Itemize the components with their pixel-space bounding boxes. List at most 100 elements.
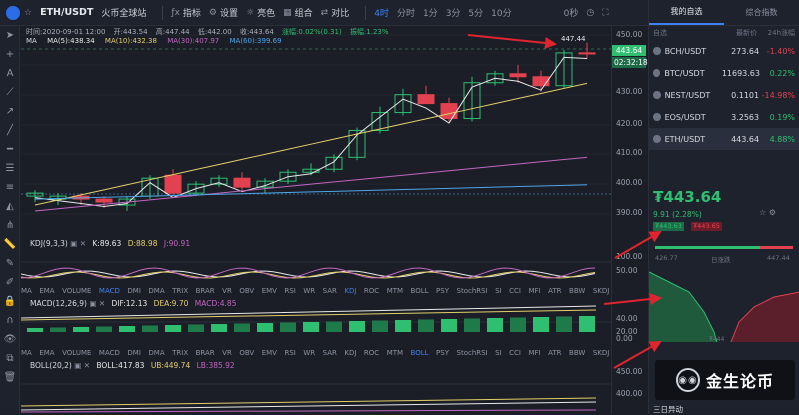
pen-icon[interactable]: ✐ (5, 277, 15, 288)
indicator-tab[interactable]: ROC (363, 287, 380, 295)
eye-icon[interactable]: 👁 (3, 334, 17, 345)
settings-button[interactable]: ⚙ 设置 (208, 7, 239, 20)
line-tool-icon[interactable]: ⟋ (6, 87, 14, 98)
indicator-tab[interactable]: SI (495, 349, 502, 357)
indicator-tab[interactable]: CCI (509, 287, 521, 295)
watchlist-row[interactable]: NEST/USDT 0.1101 -14.98% (649, 84, 799, 106)
indicator-tab[interactable]: BRAR (195, 349, 215, 357)
indicator-tab[interactable]: SAR (322, 349, 337, 357)
indicator-tab[interactable]: MACD (98, 287, 120, 295)
indicator-tab[interactable]: BBW (569, 349, 586, 357)
tab-composite-index[interactable]: 综合指数 (745, 8, 778, 17)
watchlist-row[interactable]: BTC/USDT 11693.63 0.22% (649, 62, 799, 84)
crosshair-icon[interactable]: + (5, 49, 15, 60)
indicator-tab[interactable]: RSI (284, 349, 296, 357)
indicator-tab[interactable]: BOLL (410, 287, 429, 295)
time-mode[interactable]: 0秒 (563, 9, 579, 19)
indicator-tab[interactable]: BRAR (195, 287, 215, 295)
indicator-button[interactable]: ƒx 指标 (171, 7, 201, 20)
interval-3m[interactable]: 3分 (445, 9, 461, 19)
indicator-tab[interactable]: KDJ (344, 287, 357, 295)
indicator-tab[interactable]: SKDJ (592, 287, 610, 295)
indicator-tab[interactable]: VR (222, 287, 232, 295)
indicator-tab[interactable]: PSY (436, 349, 449, 357)
indicator-tab[interactable]: TRIX (172, 349, 189, 357)
brush-icon[interactable]: ✎ (5, 258, 15, 269)
boll-label[interactable]: BOLL(20,2) (30, 361, 72, 370)
magnet-icon[interactable]: ∩ (6, 315, 14, 326)
ray-tool-icon[interactable]: ↗ (5, 106, 15, 117)
indicator-tab[interactable]: ATR (548, 349, 562, 357)
indicator-tab[interactable]: TRIX (172, 287, 189, 295)
parallel-channel-icon[interactable]: ☰ (5, 163, 15, 174)
tab-my-watchlist[interactable]: 我的自选 (649, 0, 724, 25)
interval-1m[interactable]: 1分 (422, 9, 438, 19)
kdj-label[interactable]: KDJ(9,3,3) (30, 239, 68, 248)
indicator-tab[interactable]: StochRSI (456, 287, 488, 295)
ma-label[interactable]: MA (26, 37, 37, 45)
indicator-tab[interactable]: MACD (98, 349, 120, 357)
indicator-tab[interactable]: MFI (528, 349, 541, 357)
star-icon[interactable]: ☆ ⚙ (759, 208, 776, 217)
indicator-tab[interactable]: SAR (322, 287, 337, 295)
movers-title[interactable]: 三日异动 (653, 405, 683, 414)
trash-icon[interactable]: 🗑 (3, 372, 17, 383)
indicator-tab[interactable]: DMI (127, 349, 141, 357)
indicator-tab[interactable]: CCI (509, 349, 521, 357)
indicator-tab[interactable]: StochRSI (456, 349, 488, 357)
shape-tool-icon[interactable]: ◭ (6, 201, 14, 212)
indicator-tab[interactable]: KDJ (344, 349, 357, 357)
macd-label[interactable]: MACD(12,26,9) (30, 299, 87, 308)
interval-4h[interactable]: 4时 (374, 9, 389, 19)
indicator-tab[interactable]: VOLUME (62, 349, 92, 357)
indicator-tab[interactable]: OBV (239, 349, 255, 357)
indicator-tab[interactable]: MTM (386, 287, 404, 295)
indicator-tab[interactable]: WR (303, 287, 316, 295)
text-tool-icon[interactable]: A (6, 68, 14, 79)
indicator-tab[interactable]: ATR (548, 287, 562, 295)
indicator-tab[interactable]: OBV (239, 287, 255, 295)
indicator-tab[interactable]: ROC (363, 349, 380, 357)
indicator-tab[interactable]: EMV (261, 287, 277, 295)
horizontal-line-icon[interactable]: ━ (6, 144, 14, 155)
watchlist-row[interactable]: BCH/USDT 273.64 -1.40% (649, 40, 799, 62)
segment-tool-icon[interactable]: ╱ (6, 125, 14, 136)
compare-button[interactable]: ⇄ 对比 (320, 7, 350, 20)
indicator-tab[interactable]: SI (495, 287, 502, 295)
indicator-tab[interactable]: MTM (386, 349, 404, 357)
theme-button[interactable]: ☼ 亮色 (246, 7, 276, 20)
pair-title[interactable]: ETH/USDT (40, 7, 94, 18)
indicator-tab[interactable]: MA (21, 349, 32, 357)
interval-10m[interactable]: 10分 (491, 9, 512, 19)
fib-tool-icon[interactable]: ≡ (5, 182, 15, 193)
indicator-tab[interactable]: WR (303, 349, 316, 357)
lock-icon[interactable]: 🔒 (3, 296, 17, 307)
indicator-tab[interactable]: EMA (39, 287, 55, 295)
cursor-icon[interactable]: ➤ (5, 30, 15, 41)
indicator-tab[interactable]: SKDJ (592, 349, 610, 357)
interval-timeline[interactable]: 分时 (396, 9, 415, 19)
watchlist-row[interactable]: ETH/USDT 443.64 4.88% (649, 128, 799, 150)
indicator-tab[interactable]: PSY (436, 287, 449, 295)
price-chart[interactable] (21, 26, 611, 414)
watchlist-row[interactable]: EOS/USDT 3.2563 0.19% (649, 106, 799, 128)
indicator-tab[interactable]: VOLUME (62, 287, 92, 295)
indicator-tab[interactable]: DMI (127, 287, 141, 295)
indicator-tab[interactable]: DMA (148, 349, 165, 357)
fullscreen-icon[interactable]: ⛶ (602, 7, 609, 18)
clock-icon[interactable]: ◷ (586, 7, 595, 18)
indicator-tab[interactable]: RSI (284, 287, 296, 295)
pitchfork-icon[interactable]: ⋔ (5, 220, 15, 231)
combine-button[interactable]: ▦ 组合 (283, 7, 313, 20)
ruler-icon[interactable]: 📏 (3, 239, 17, 250)
indicator-tab[interactable]: BBW (569, 287, 586, 295)
indicator-tab[interactable]: EMA (39, 349, 55, 357)
indicator-tab[interactable]: EMV (261, 349, 277, 357)
indicator-tab[interactable]: MA (21, 287, 32, 295)
indicator-tab[interactable]: BOLL (410, 349, 429, 357)
indicator-tab[interactable]: DMA (148, 287, 165, 295)
interval-5m[interactable]: 5分 (468, 9, 484, 19)
favorite-star-icon[interactable]: ☆ (24, 7, 33, 18)
indicator-tab[interactable]: VR (222, 349, 232, 357)
layers-icon[interactable]: ⧉ (6, 353, 14, 364)
